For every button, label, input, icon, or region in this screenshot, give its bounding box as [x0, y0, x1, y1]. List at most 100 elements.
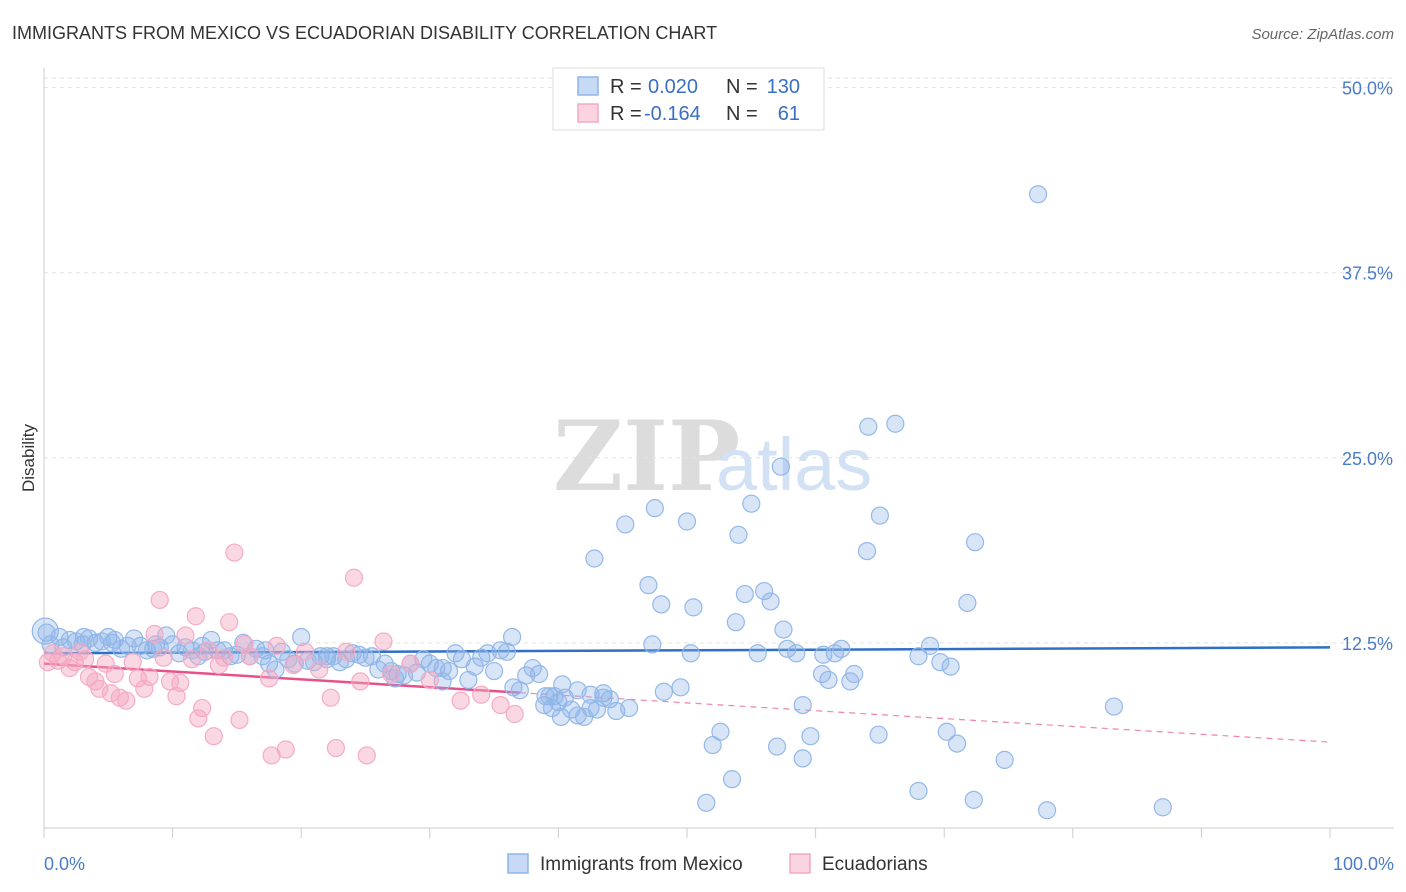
point-mexico-0-124 [755, 581, 774, 601]
point-ecuadorians-1-29 [189, 709, 208, 728]
point-ecuadorians-1-50 [344, 568, 364, 587]
point-mexico-2-17 [814, 645, 833, 664]
point-ecuadorians-1-20 [145, 624, 164, 644]
point-mexico-0-126 [729, 525, 748, 544]
point-ecuadorians-1-46 [310, 660, 329, 679]
point-ecuadorians-1-56 [420, 670, 439, 690]
data-points [31, 185, 1172, 820]
point-mexico-0-106 [551, 707, 571, 727]
point-mexico-0-117 [639, 576, 658, 595]
point-mexico-0-112 [748, 644, 767, 663]
point-ecuadorians-1-60 [505, 704, 524, 724]
point-ecuadorians-1-30 [193, 698, 212, 718]
point-mexico-0-108 [671, 678, 690, 697]
point-ecuadorians-1-43 [276, 740, 295, 759]
point-mexico-0-110 [643, 635, 662, 654]
point-ecuadorians-1-54 [382, 664, 401, 684]
point-mexico-0-111 [681, 644, 700, 663]
y-tick-label-0: 12.5% [1342, 634, 1393, 654]
bottom-legend-swatch-mexico [507, 853, 529, 874]
point-mexico-2-5 [857, 541, 877, 561]
point-ecuadorians-1-34 [214, 648, 234, 667]
legend-r-label-1: R = [610, 76, 642, 98]
point-mexico-0-127 [742, 494, 761, 513]
point-mexico-2-3 [886, 414, 905, 433]
point-mexico-2-23 [947, 734, 967, 753]
point-ecuadorians-1-55 [401, 654, 420, 673]
point-mexico-2-20 [793, 749, 812, 768]
point-ecuadorians-1-47 [321, 688, 340, 707]
y-tick-label-1: 25.0% [1342, 449, 1393, 469]
point-mexico-2-8 [995, 750, 1014, 769]
point-mexico-2-21 [869, 725, 888, 744]
point-mexico-2-1 [771, 457, 790, 476]
point-mexico-0-105 [545, 687, 564, 706]
legend-n-value-2: 61 [778, 103, 800, 125]
point-mexico-0-125 [761, 592, 780, 611]
point-mexico-2-19 [801, 727, 820, 746]
point-ecuadorians-1-21 [150, 590, 169, 610]
legend-swatch-mexico [577, 76, 599, 96]
point-mexico-2-18 [841, 672, 860, 691]
point-mexico-2-10 [1153, 798, 1172, 817]
point-mexico-0-92 [594, 684, 613, 703]
point-ecuadorians-1-13 [105, 664, 124, 684]
point-ecuadorians-1-10 [90, 679, 109, 698]
bottom-legend-label-ecuadorians: Ecuadorians [822, 854, 928, 875]
point-mexico-2-27 [703, 735, 722, 755]
point-mexico-2-26 [711, 722, 730, 741]
point-ecuadorians-1-49 [337, 642, 356, 661]
x-tick-right: 100.0% [1333, 854, 1394, 874]
point-mexico-0-2 [50, 627, 69, 647]
legend-n-label-2: N = [726, 103, 758, 125]
point-mexico-0-71 [491, 641, 510, 660]
point-mexico-0-50 [356, 648, 375, 667]
trend-solid-0 [43, 646, 1331, 655]
point-ecuadorians-1-51 [351, 672, 370, 691]
y-tick-label-3: 50.0% [1342, 79, 1393, 99]
point-ecuadorians-1-32 [204, 727, 223, 746]
point-ecuadorians-1-42 [267, 636, 286, 655]
gridlines [44, 77, 1394, 644]
point-ecuadorians-1-15 [117, 691, 136, 710]
point-ecuadorians-1-22 [154, 648, 173, 667]
point-ecuadorians-1-44 [284, 656, 303, 675]
point-mexico-0-133 [819, 670, 838, 690]
point-mexico-0-87 [594, 688, 613, 707]
point-mexico-0-121 [645, 499, 664, 518]
watermark-zip: ZIP [553, 400, 740, 513]
trend-solid-1 [43, 662, 520, 694]
point-mexico-0-36 [266, 660, 285, 679]
point-ecuadorians-1-40 [259, 669, 279, 688]
point-mexico-0-123 [735, 584, 754, 604]
point-ecuadorians-1-53 [374, 632, 393, 651]
point-ecuadorians-1-39 [240, 647, 259, 666]
bottom-legend: Immigrants from Mexico Ecuadorians [507, 853, 928, 875]
chart-source: Source: ZipAtlas.com [1251, 26, 1394, 43]
point-mexico-0-26 [202, 630, 221, 650]
point-mexico-2-6 [965, 533, 985, 552]
point-ecuadorians-1-45 [295, 642, 315, 661]
y-tick-labels: 12.5% 25.0% 37.5% 50.0% [1342, 79, 1393, 654]
point-ecuadorians-1-31 [199, 641, 218, 660]
point-mexico-0-96 [503, 627, 522, 647]
point-mexico-0-14 [124, 629, 144, 648]
point-mexico-2-13 [909, 647, 928, 666]
point-mexico-0-33 [247, 639, 266, 658]
point-mexico-2-0 [1028, 185, 1048, 204]
point-mexico-2-29 [722, 770, 742, 789]
point-mexico-0-129 [778, 639, 797, 658]
point-mexico-0-113 [774, 620, 793, 639]
point-mexico-0-131 [793, 695, 812, 715]
point-mexico-0-107 [620, 698, 639, 718]
point-mexico-large [31, 617, 59, 645]
bottom-legend-swatch-ecuadorians [789, 853, 811, 874]
chart-title: IMMIGRANTS FROM MEXICO VS ECUADORIAN DIS… [12, 23, 717, 43]
legend-box: R = 0.020 N = 130 R = -0.164 N = 61 [552, 67, 825, 131]
point-ecuadorians-1-5 [65, 653, 84, 672]
point-mexico-0-86 [587, 700, 607, 719]
point-mexico-2-2 [859, 417, 878, 436]
point-ecuadorians-1-16 [123, 653, 142, 672]
point-ecuadorians-1-19 [140, 667, 159, 687]
